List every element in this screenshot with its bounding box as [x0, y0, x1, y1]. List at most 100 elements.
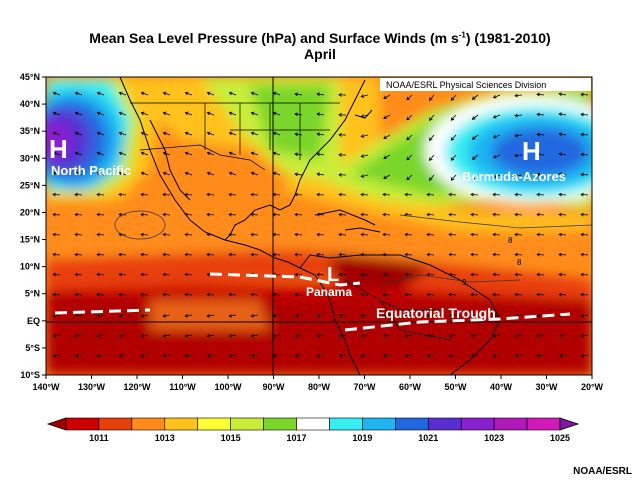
wind-arrow-head: [228, 151, 233, 156]
wind-arrow-head: [96, 292, 100, 297]
wind-arrow: [338, 253, 347, 256]
panama-label: Panama: [306, 285, 352, 299]
wind-arrow: [450, 94, 457, 101]
wind-arrow: [361, 334, 369, 337]
wind-arrow-head: [492, 192, 496, 197]
wind-arrow-head: [383, 95, 387, 99]
lon-label: 100°W: [214, 382, 242, 392]
bermuda-azores-label: Bermuda-Azores: [462, 169, 566, 184]
wind-arrow-head: [558, 192, 562, 197]
wind-arrow: [382, 253, 391, 256]
wind-arrow: [229, 112, 237, 116]
wind-arrow-head: [492, 232, 496, 237]
wind-arrow: [52, 293, 61, 296]
wind-arrow-head: [228, 292, 232, 297]
wind-arrow-head: [536, 353, 541, 358]
wind-arrow: [361, 354, 369, 357]
wind-arrow: [339, 334, 347, 337]
wind-arrow: [163, 354, 171, 357]
wind-arrow-head: [536, 333, 541, 338]
wind-arrow: [229, 334, 237, 337]
wind-arrow-head: [74, 333, 79, 338]
wind-arrow: [229, 172, 237, 176]
colorbar: 1011 1013 1015 1017 1019 1021 1023 1025: [46, 417, 580, 443]
wind-arrow-head: [250, 252, 254, 257]
wind-arrow-head: [184, 353, 189, 358]
wind-arrow: [493, 114, 501, 118]
wind-arrow-head: [118, 313, 123, 318]
wind-arrow-head: [52, 192, 56, 197]
wind-arrow: [140, 273, 149, 276]
colorbar-swatch: [263, 417, 297, 431]
wind-arrow-head: [514, 292, 518, 297]
wind-arrow-head: [558, 292, 562, 297]
wind-arrow-head: [580, 112, 584, 117]
wind-arrow-head: [536, 92, 540, 97]
wind-arrow: [382, 293, 391, 296]
wind-arrow: [536, 253, 545, 256]
wind-arrow: [492, 293, 501, 296]
wind-arrow: [141, 92, 149, 96]
wind-arrow-head: [206, 272, 210, 277]
wind-arrow: [207, 132, 215, 136]
wind-arrow-head: [294, 172, 299, 177]
wind-arrow-head: [514, 133, 518, 138]
wind-arrow: [162, 293, 171, 296]
wind-arrow-head: [118, 212, 122, 217]
wind-arrow-head: [404, 252, 408, 257]
lon-label: 130°W: [78, 382, 106, 392]
wind-arrow: [406, 174, 413, 181]
wind-arrow-head: [448, 333, 453, 338]
wind-arrow: [492, 213, 501, 216]
wind-arrow: [450, 114, 457, 121]
lon-label: 70°W: [353, 382, 376, 392]
wind-arrow-head: [536, 313, 541, 318]
wind-arrow: [361, 94, 369, 98]
wind-arrow-head: [118, 292, 122, 297]
wind-arrow-head: [250, 212, 254, 217]
wind-arrow-head: [492, 252, 496, 257]
wind-arrow-head: [228, 91, 233, 96]
wind-arrow-head: [118, 131, 123, 136]
wind-arrow: [119, 112, 127, 116]
wind-arrow-head: [316, 353, 321, 358]
wind-arrow-head: [228, 252, 232, 257]
wind-arrow-head: [228, 333, 233, 338]
wind-arrow: [272, 233, 281, 236]
wind-arrow-head: [162, 212, 166, 217]
wind-arrow-head: [382, 212, 386, 217]
wind-arrow: [97, 152, 105, 156]
wind-arrow-head: [580, 252, 584, 257]
wind-arrow-head: [118, 333, 123, 338]
wind-arrow-head: [426, 313, 431, 318]
wind-arrow-head: [250, 232, 254, 237]
wind-arrow: [141, 132, 149, 136]
wind-arrow-head: [338, 272, 342, 277]
colorbar-swatch: [493, 417, 528, 431]
wind-arrow: [140, 233, 149, 236]
wind-arrow-head: [450, 157, 455, 161]
wind-arrow-head: [383, 135, 387, 139]
wind-arrow: [250, 213, 259, 216]
wind-arrow: [382, 193, 391, 196]
wind-arrow: [317, 314, 325, 317]
wind-arrow: [317, 93, 325, 96]
wind-arrow-head: [382, 272, 386, 277]
wind-arrow: [382, 213, 391, 216]
wind-arrow-head: [316, 292, 320, 297]
wind-arrow: [472, 174, 479, 180]
wind-arrow-head: [52, 212, 56, 217]
wind-arrow-head: [382, 232, 386, 237]
wind-arrow: [492, 193, 501, 196]
wind-arrow: [470, 253, 479, 256]
wind-arrow: [581, 354, 589, 357]
wind-arrow-head: [471, 116, 476, 120]
wind-arrow: [382, 233, 391, 236]
wind-arrow: [429, 114, 435, 121]
chart-subtitle: April: [304, 46, 336, 62]
wind-arrow: [405, 314, 413, 317]
wind-arrow: [580, 93, 589, 96]
colorbar-swatch: [427, 417, 462, 431]
wind-arrow: [558, 253, 567, 256]
wind-arrow-head: [470, 212, 474, 217]
